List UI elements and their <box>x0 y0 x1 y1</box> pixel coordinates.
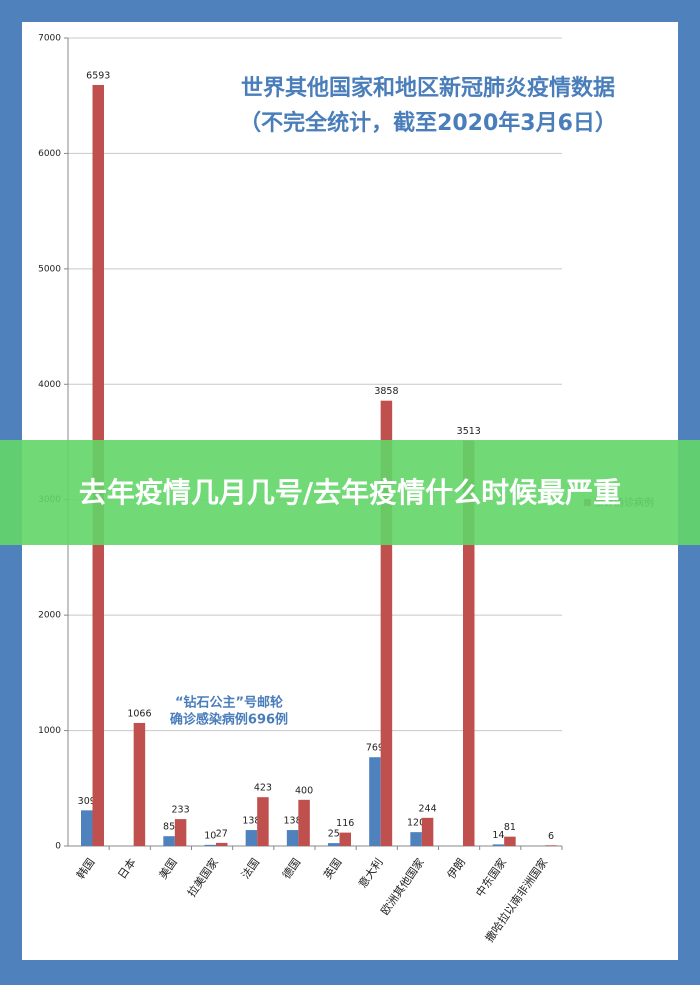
value-label: 116 <box>336 818 354 829</box>
value-label: 244 <box>419 803 437 814</box>
y-tick-label: 5000 <box>38 264 61 274</box>
value-label: 120 <box>407 818 425 829</box>
value-label: 10 <box>204 830 216 841</box>
bar <box>410 832 422 846</box>
value-label: 14 <box>492 830 504 841</box>
y-tick-label: 1000 <box>38 726 61 736</box>
bar <box>245 830 258 846</box>
y-tick-label: 6000 <box>38 149 61 159</box>
value-label: 27 <box>216 828 228 839</box>
bar <box>257 797 269 846</box>
bar <box>463 440 475 846</box>
bar <box>492 844 505 846</box>
value-label: 25 <box>328 829 340 840</box>
value-label: 400 <box>295 785 313 796</box>
y-tick-label: 0 <box>55 842 61 852</box>
value-label: 6593 <box>86 70 110 81</box>
bar <box>163 836 175 846</box>
value-label: 85 <box>163 822 175 833</box>
bar <box>81 810 93 846</box>
value-label: 1066 <box>127 708 151 719</box>
chart-subtitle: （不完全统计，截至2020年3月6日） <box>239 110 617 136</box>
value-label: 233 <box>172 805 190 816</box>
value-label: 423 <box>254 783 272 794</box>
y-tick-label: 4000 <box>38 380 61 390</box>
bar <box>204 844 216 846</box>
bar <box>298 799 310 846</box>
value-label: 309 <box>78 796 96 807</box>
chart-title: 世界其他国家和地区新冠肺炎疫情数据 <box>241 75 615 101</box>
annotation: 确诊感染病例696例 <box>170 712 288 728</box>
bar <box>286 830 299 846</box>
value-label: 769 <box>366 743 384 754</box>
bar <box>328 843 340 846</box>
bar <box>369 757 381 846</box>
annotation: “钻石公主”号邮轮 <box>175 695 283 711</box>
y-tick-label: 2000 <box>38 611 61 621</box>
value-label: 3858 <box>374 386 398 397</box>
banner-text: 去年疫情几月几号/去年疫情什么时候最严重 <box>78 475 622 509</box>
bar <box>339 832 351 846</box>
value-label: 81 <box>504 822 516 833</box>
banner: 去年疫情几月几号/去年疫情什么时候最严重 <box>0 440 700 545</box>
value-label: 6 <box>548 831 554 842</box>
bar <box>216 842 228 846</box>
bar <box>421 817 434 846</box>
value-label: 3513 <box>457 426 481 437</box>
bar <box>545 845 557 846</box>
bar <box>174 819 187 846</box>
value-label: 138 <box>284 816 302 827</box>
bar <box>380 400 393 846</box>
bar <box>133 722 146 846</box>
y-tick-label: 7000 <box>38 34 61 44</box>
bar <box>504 836 516 846</box>
value-label: 138 <box>242 816 260 827</box>
